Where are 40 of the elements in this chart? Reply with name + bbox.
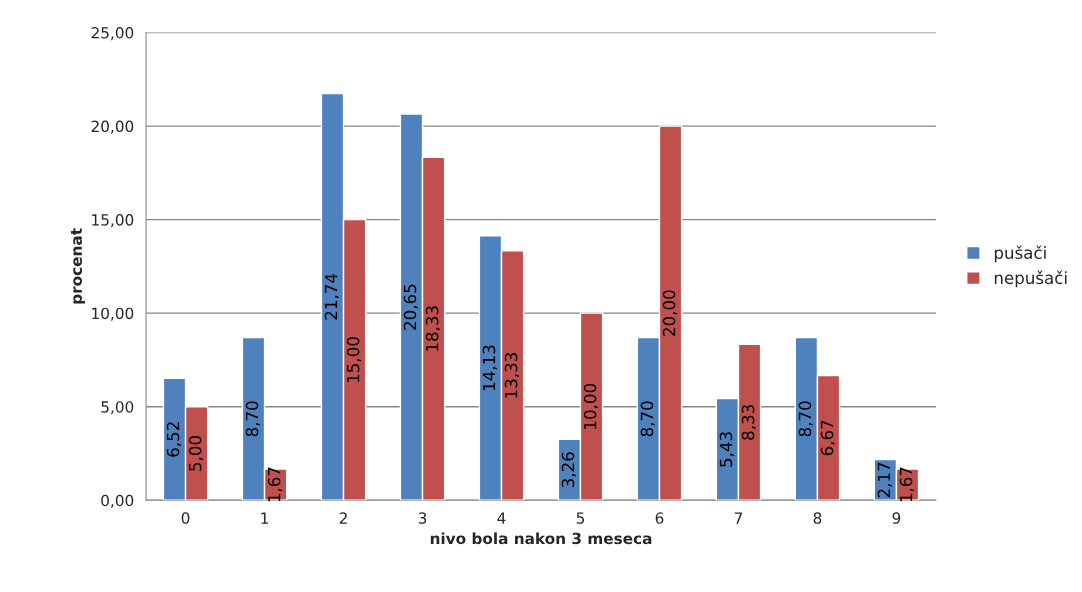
x-tick-label: 4 bbox=[497, 512, 506, 524]
x-tick-label: 7 bbox=[734, 512, 743, 524]
data-label: 8,70 bbox=[245, 401, 261, 437]
data-label: 1,67 bbox=[899, 467, 915, 502]
data-label: 3,26 bbox=[561, 452, 576, 488]
legend-label: nepušači bbox=[994, 270, 1067, 288]
data-label: 20,65 bbox=[403, 284, 418, 330]
data-label: 8,70 bbox=[798, 401, 813, 437]
data-label: 8,70 bbox=[640, 401, 655, 437]
y-tick-label: 15,00 bbox=[92, 214, 134, 228]
data-label: 21,74 bbox=[324, 273, 340, 320]
y-tick-label: 25,00 bbox=[91, 27, 134, 41]
y-tick-label: 0,00 bbox=[101, 494, 134, 508]
y-tick-label: 5,00 bbox=[101, 401, 134, 415]
data-label: 2,17 bbox=[877, 462, 892, 498]
x-axis-title: nivo bola nakon 3 meseca bbox=[430, 532, 652, 545]
data-label: 6,52 bbox=[166, 422, 182, 457]
data-label: 1,67 bbox=[267, 467, 283, 502]
data-label: 15,00 bbox=[346, 337, 362, 382]
data-label: 6,67 bbox=[820, 420, 836, 456]
y-tick-label: 10,00 bbox=[92, 307, 134, 321]
legend-label: pušači bbox=[994, 245, 1046, 263]
x-tick-label: 0 bbox=[181, 512, 190, 524]
data-label: 10,00 bbox=[583, 383, 599, 429]
x-tick-label: 9 bbox=[892, 512, 901, 524]
x-tick-label: 5 bbox=[576, 512, 585, 524]
data-label: 13,33 bbox=[504, 353, 520, 398]
x-tick-label: 3 bbox=[418, 512, 427, 524]
x-tick-label: 1 bbox=[261, 512, 268, 524]
data-label: 5,00 bbox=[188, 436, 204, 471]
data-label: 5,43 bbox=[719, 432, 734, 467]
y-axis-title: procenat bbox=[71, 228, 85, 304]
x-tick-label: 6 bbox=[655, 512, 664, 524]
data-label: 8,33 bbox=[741, 405, 757, 440]
x-tick-label: 8 bbox=[813, 512, 822, 524]
data-label: 20,00 bbox=[662, 290, 678, 336]
x-tick-label: 2 bbox=[339, 512, 347, 524]
data-label: 18,33 bbox=[425, 306, 441, 351]
y-tick-label: 20,00 bbox=[91, 120, 134, 134]
data-label: 14,13 bbox=[482, 345, 497, 391]
